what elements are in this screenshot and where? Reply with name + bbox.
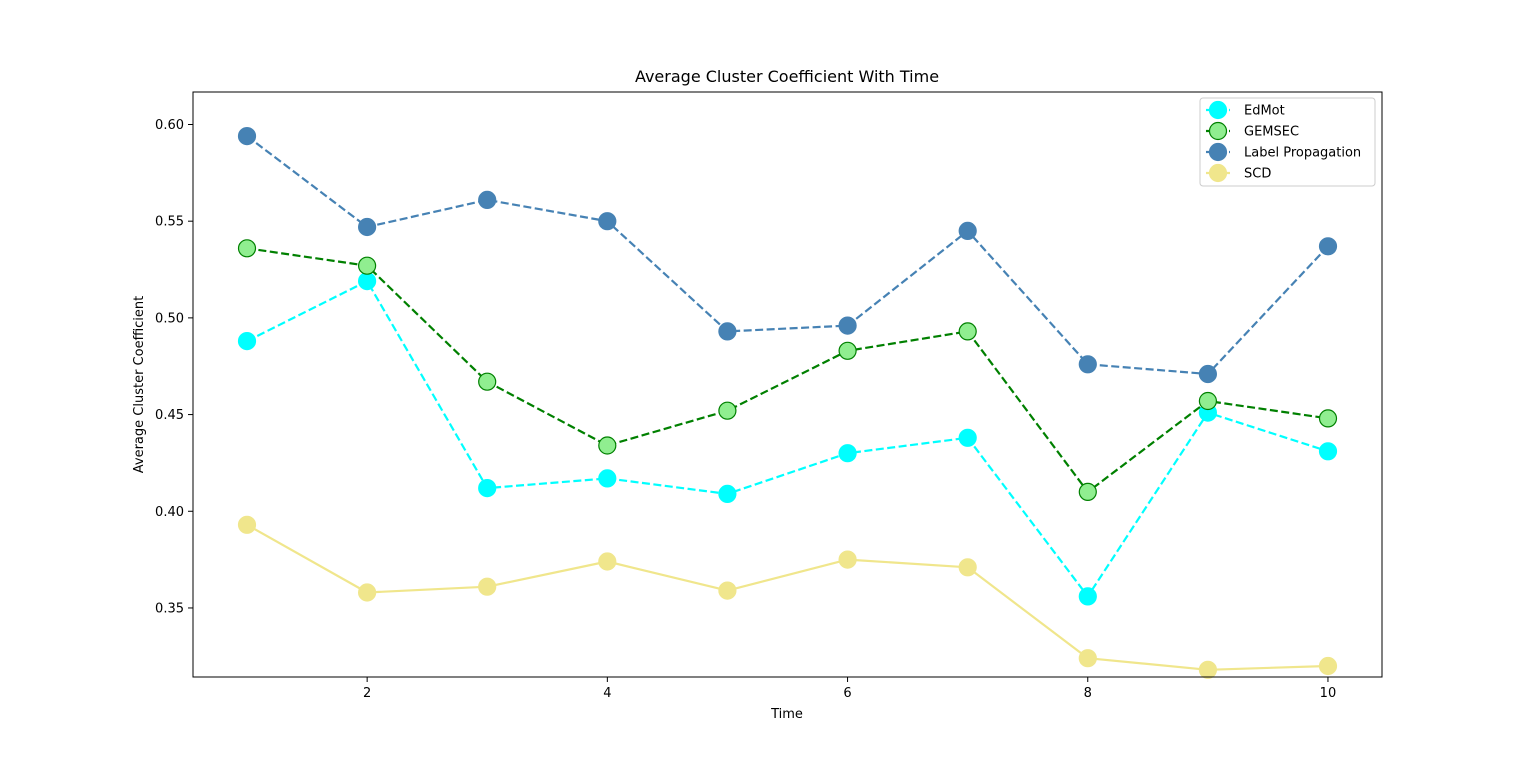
legend: EdMot GEMSEC Label Propagation SCD: [1199, 97, 1376, 187]
series-line: [246, 135, 1329, 376]
data-point: [958, 322, 977, 341]
y-tick-label: 0.35: [155, 601, 184, 616]
data-point: [358, 217, 377, 237]
data-point: [1078, 482, 1097, 501]
data-point: [1078, 587, 1097, 606]
series-0: [237, 272, 1338, 606]
chart-title: Average Cluster Coefficient With Time: [635, 67, 939, 86]
series-layer: [237, 127, 1338, 679]
data-point: [1318, 656, 1338, 676]
data-point: [478, 479, 497, 498]
data-point: [358, 272, 377, 291]
data-point: [838, 316, 857, 335]
data-point: [237, 127, 257, 146]
y-tick-label: 0.55: [155, 215, 184, 230]
x-tick-label: 8: [1084, 686, 1092, 701]
data-point: [478, 577, 497, 596]
legend-marker-swatch: [1208, 163, 1228, 183]
data-point: [598, 212, 617, 231]
legend-label: EdMot: [1244, 104, 1285, 119]
series-1: [237, 239, 1338, 501]
data-point: [838, 444, 857, 463]
x-tick-label: 10: [1320, 686, 1337, 701]
x-axis: 2 4 6 8 10: [363, 677, 1336, 701]
y-axis-label: Average Cluster Coefficient: [132, 296, 147, 473]
legend-label: SCD: [1244, 167, 1271, 182]
series-line: [246, 280, 1329, 598]
legend-label: Label Propagation: [1244, 146, 1361, 161]
x-tick-label: 4: [603, 686, 611, 701]
series-2: [237, 127, 1338, 384]
series-3: [237, 515, 1338, 679]
data-point: [718, 401, 737, 420]
legend-marker-swatch: [1208, 121, 1228, 141]
data-point: [958, 558, 977, 577]
data-point: [838, 341, 857, 360]
legend-marker-swatch: [1208, 142, 1228, 162]
data-point: [598, 436, 617, 455]
y-tick-label: 0.50: [155, 311, 184, 326]
data-point: [1318, 409, 1338, 428]
data-point: [478, 190, 497, 209]
legend-marker-swatch: [1208, 100, 1228, 120]
x-axis-label: Time: [770, 707, 803, 722]
legend-label: GEMSEC: [1244, 125, 1299, 140]
plot-area: [192, 91, 1383, 679]
data-point: [598, 552, 617, 571]
legend-item: GEMSEC: [1206, 121, 1299, 141]
data-point: [958, 221, 977, 240]
series-line: [246, 523, 1329, 671]
data-point: [1318, 237, 1338, 256]
data-point: [598, 469, 617, 488]
x-tick-label: 6: [843, 686, 851, 701]
y-tick-label: 0.45: [155, 408, 184, 423]
y-axis: 0.35 0.40 0.45 0.50 0.55 0.60: [155, 118, 193, 616]
data-point: [1318, 442, 1338, 461]
data-point: [1198, 391, 1218, 411]
y-tick-label: 0.40: [155, 505, 184, 520]
data-point: [838, 550, 857, 569]
data-point: [718, 484, 737, 503]
data-point: [718, 581, 737, 600]
plot-frame: [192, 91, 1383, 678]
y-tick-label: 0.60: [155, 118, 184, 133]
data-point: [1078, 649, 1097, 668]
data-point: [958, 428, 977, 447]
data-point: [237, 239, 257, 258]
legend-box: [1199, 97, 1376, 187]
legend-item: Label Propagation: [1206, 142, 1361, 162]
data-point: [237, 332, 257, 351]
series-line: [246, 247, 1329, 493]
data-point: [1198, 660, 1218, 679]
x-tick-label: 2: [363, 686, 371, 701]
data-point: [237, 515, 257, 534]
legend-item: SCD: [1206, 163, 1271, 183]
data-point: [358, 583, 377, 602]
data-point: [478, 372, 497, 391]
data-point: [1198, 364, 1218, 384]
data-point: [718, 322, 737, 341]
data-point: [358, 256, 377, 275]
legend-item: EdMot: [1206, 100, 1285, 120]
data-point: [1078, 355, 1097, 374]
